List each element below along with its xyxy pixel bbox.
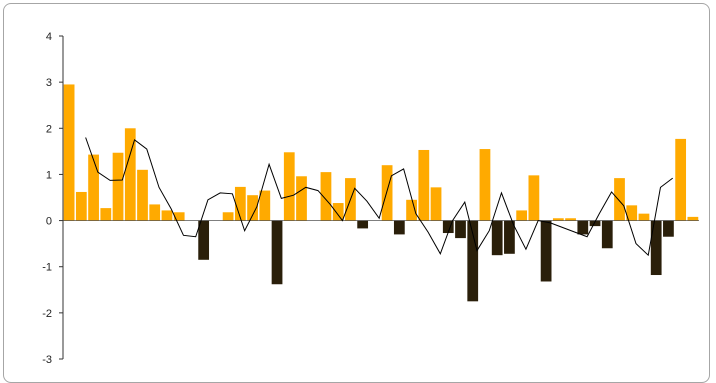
bar [149, 204, 161, 221]
bar [393, 220, 405, 235]
y-tick-label: 0 [46, 216, 52, 228]
bar [528, 175, 540, 221]
bar [198, 220, 210, 260]
bar [675, 138, 687, 221]
y-tick-label: -3 [42, 354, 52, 366]
line-series-group [85, 137, 674, 257]
bar [332, 203, 344, 221]
bar [100, 208, 112, 221]
bar [589, 220, 601, 227]
bar [161, 210, 173, 221]
bar [479, 149, 491, 221]
y-tick-label: 4 [46, 31, 52, 43]
bar [283, 152, 295, 221]
bar [626, 205, 638, 221]
y-tick-label: 1 [46, 169, 52, 181]
bar [124, 128, 136, 221]
bar [271, 220, 283, 285]
bar [75, 191, 87, 221]
bars-group [63, 84, 699, 302]
bar [467, 220, 479, 302]
bar [552, 218, 564, 221]
bar [137, 169, 148, 221]
bar [430, 187, 442, 221]
line-series [85, 137, 674, 257]
y-tick-label: -2 [42, 308, 52, 320]
bar [650, 220, 662, 276]
bar [687, 216, 699, 221]
bar [357, 220, 369, 229]
bar [234, 186, 246, 221]
bar [601, 220, 613, 249]
bar [614, 178, 625, 221]
bar [455, 220, 466, 239]
bar [112, 152, 124, 221]
bar [296, 176, 307, 221]
bar [381, 165, 393, 221]
bar [247, 195, 258, 221]
bar [406, 199, 417, 221]
y-tick-labels: 4 3 2 1 0 -1 -2 -3 [42, 31, 52, 366]
bar [516, 210, 528, 221]
bar [320, 172, 332, 221]
bar [173, 212, 185, 221]
bar [63, 84, 75, 221]
bar [259, 190, 271, 221]
bar [577, 220, 589, 235]
y-tick-label: 3 [46, 77, 52, 89]
y-axis [59, 35, 699, 360]
bar [222, 212, 234, 221]
bar [663, 220, 674, 237]
bar [442, 220, 454, 234]
bar [88, 154, 99, 221]
bar [638, 213, 650, 221]
bar [418, 149, 430, 221]
bar [504, 220, 515, 254]
y-tick-label: -1 [42, 262, 52, 274]
y-tick-label: 2 [46, 123, 52, 135]
bar [540, 220, 552, 282]
bar [491, 220, 503, 256]
bar [565, 218, 576, 221]
